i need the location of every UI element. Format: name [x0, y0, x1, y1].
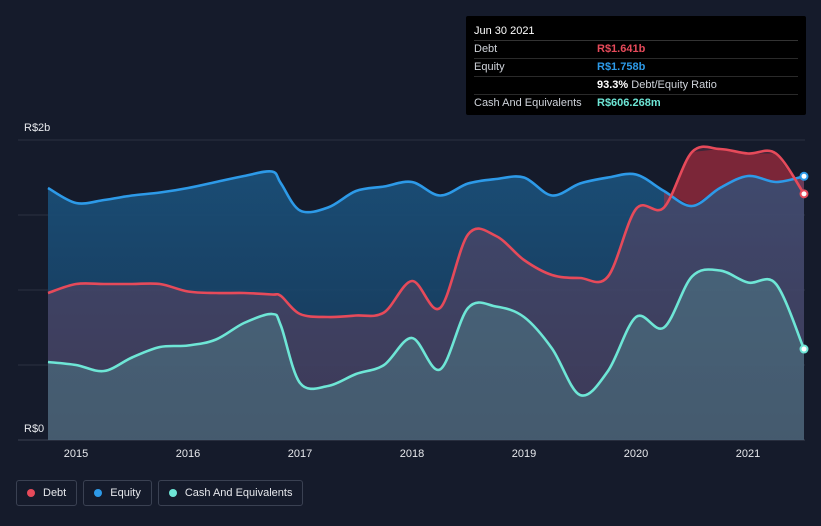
ratio-value: 93.3% — [597, 79, 629, 91]
tooltip-label: Cash And Equivalents — [474, 97, 582, 109]
legend-item-equity[interactable]: Equity — [83, 480, 152, 506]
x-tick-label: 2019 — [512, 448, 536, 460]
x-tick-label: 2016 — [176, 448, 200, 460]
equity-dot-icon — [94, 489, 103, 497]
equity-line — [47, 169, 805, 214]
tooltip-row-equity: Equity R$1.758b — [474, 59, 798, 77]
debt-exceeds-equity-area — [664, 149, 804, 208]
x-tick-label: 2020 — [624, 448, 648, 460]
debt-endpoint — [799, 189, 809, 199]
tooltip-row-ratio: 93.3% Debt/Equity Ratio — [474, 77, 798, 95]
chart-legend: Debt Equity Cash And Equivalents — [16, 480, 304, 506]
equity-endpoint — [799, 171, 809, 181]
tooltip-row-debt: Debt R$1.641b — [474, 41, 798, 59]
legend-item-cash[interactable]: Cash And Equivalents — [157, 480, 304, 506]
tooltip-label: Debt — [474, 43, 498, 55]
y-tick-label: R$2b — [24, 122, 50, 134]
tooltip-value: R$606.268m — [597, 97, 661, 109]
tooltip-label: Equity — [474, 61, 505, 73]
legend-label: Cash And Equivalents — [184, 487, 293, 499]
tooltip-date: Jun 30 2021 — [474, 22, 798, 41]
tooltip-value: 93.3% Debt/Equity Ratio — [597, 77, 717, 94]
x-tick-label: 2017 — [288, 448, 312, 460]
y-tick-label: R$0 — [24, 423, 44, 435]
debt-dot-icon — [27, 489, 35, 497]
debt-line — [47, 145, 806, 319]
tooltip-value: R$1.641b — [597, 43, 646, 55]
legend-label: Equity — [110, 487, 141, 499]
tooltip-value: R$1.758b — [597, 61, 646, 73]
data-tooltip: Jun 30 2021 Debt R$1.641b Equity R$1.758… — [466, 16, 806, 115]
debt-area — [48, 146, 804, 440]
x-tick-label: 2021 — [736, 448, 760, 460]
ratio-label: Debt/Equity Ratio — [631, 79, 717, 91]
tooltip-label — [474, 77, 597, 94]
equity-area — [48, 171, 804, 440]
cash-dot-icon — [168, 489, 177, 497]
x-tick-label: 2015 — [64, 448, 88, 460]
legend-item-debt[interactable]: Debt — [16, 480, 78, 506]
x-tick-label: 2018 — [400, 448, 424, 460]
tooltip-row-cash: Cash And Equivalents R$606.268m — [474, 95, 798, 112]
cash-line — [47, 268, 806, 397]
cash-endpoint — [799, 344, 809, 354]
cash-area — [48, 269, 804, 440]
legend-label: Debt — [43, 487, 67, 499]
debt-equity-chart: R$0 R$2b 2015 2016 2017 2018 2019 2020 2021 — [18, 122, 809, 460]
